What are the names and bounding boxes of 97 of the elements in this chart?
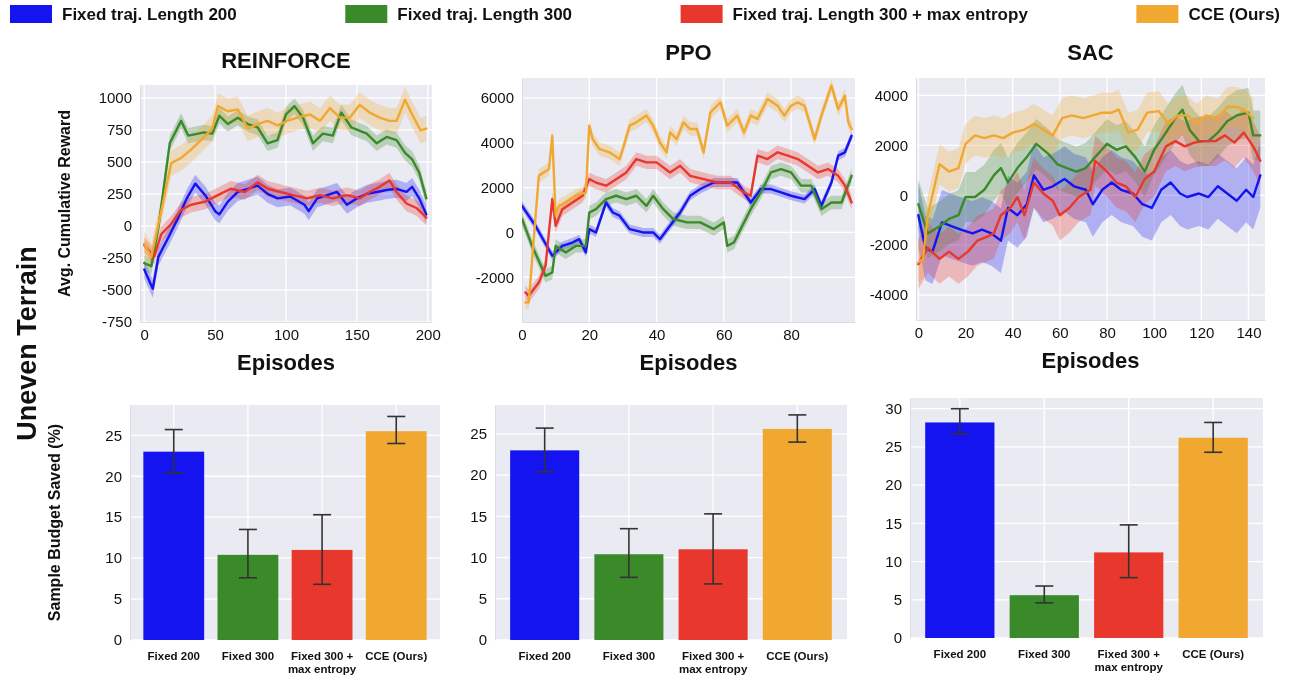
x-axis-title: Episodes <box>237 350 335 375</box>
y-tick-label: 0 <box>113 631 122 649</box>
x-tick-label: 100 <box>1142 323 1168 341</box>
x-tick-label: 100 <box>273 325 300 343</box>
legend-label: CCE (Ours) <box>1188 5 1280 24</box>
line-series <box>143 179 428 258</box>
bar <box>217 554 279 640</box>
x-tick-label: 40 <box>648 325 666 343</box>
y-tick-label: 5 <box>893 591 902 609</box>
line-series <box>917 131 1262 266</box>
bar <box>1009 595 1079 638</box>
y-tick-label: -4000 <box>869 286 908 304</box>
x-tick-label: 20 <box>581 325 599 343</box>
bar <box>510 450 580 640</box>
x-tick-label: Fixed 200 <box>933 648 987 660</box>
legend-label: Fixed traj. Length 300 + max entropy <box>732 5 1029 24</box>
x-tick-label: 120 <box>1189 323 1215 341</box>
line-series <box>917 174 1262 253</box>
y-tick-label: 5 <box>113 590 122 608</box>
y-tick-label: 10 <box>470 548 487 566</box>
line-series <box>917 108 1262 235</box>
chart-title: SAC <box>1067 40 1114 65</box>
x-tick-label: 50 <box>207 325 224 343</box>
y-tick-label: 0 <box>505 223 514 241</box>
x-tick-label: Fixed 300 <box>221 650 275 662</box>
y-tick-label: 0 <box>123 217 132 235</box>
x-tick-label: 0 <box>140 325 149 343</box>
x-tick-label: 60 <box>715 325 733 343</box>
x-tick-label: 20 <box>957 323 975 341</box>
x-tick-label: Fixed 300 + max entropy <box>1094 648 1164 674</box>
y-tick-label: 750 <box>106 121 132 139</box>
y-tick-label: 20 <box>105 467 122 485</box>
x-tick-label: 80 <box>783 325 800 343</box>
y-tick-label: 25 <box>885 438 902 456</box>
x-axis-title: Episodes <box>639 350 738 375</box>
chart-title: PPO <box>665 40 712 65</box>
y-tick-label: 1000 <box>98 89 132 107</box>
y-tick-label: 0 <box>893 629 902 647</box>
x-tick-label: Fixed 300 + max entropy <box>678 650 748 676</box>
y-tick-label: 0 <box>899 186 908 204</box>
bar <box>925 422 995 638</box>
x-tick-label: 150 <box>344 325 370 343</box>
legend-label: Fixed traj. Length 300 <box>397 5 573 24</box>
x-tick-label: CCE (Ours) <box>766 650 829 662</box>
x-tick-label: 140 <box>1236 323 1262 341</box>
bar <box>594 554 664 640</box>
x-tick-label: CCE (Ours) <box>1182 648 1245 660</box>
y-axis-title: Sample Budget Saved (%) <box>46 423 63 622</box>
y-tick-label: -500 <box>101 281 132 299</box>
y-tick-label: 30 <box>885 400 902 417</box>
y-tick-label: 4000 <box>480 134 514 152</box>
bar <box>762 428 832 640</box>
bar <box>291 549 353 640</box>
y-axis-title: Avg. Cumulative Reward <box>56 109 73 298</box>
x-axis-title: Episodes <box>1041 348 1140 373</box>
text: Uneven Terrain <box>12 246 42 441</box>
y-tick-label: -2000 <box>869 236 908 254</box>
y-tick-label: 20 <box>470 466 487 484</box>
chart-title: REINFORCE <box>221 48 351 73</box>
bar <box>365 431 427 640</box>
y-tick-label: 25 <box>470 425 487 443</box>
y-tick-label: 4000 <box>874 86 908 104</box>
y-tick-label: 25 <box>105 426 122 444</box>
bar <box>143 451 205 640</box>
y-tick-label: 2000 <box>480 178 514 196</box>
y-tick-label: -2000 <box>475 268 514 286</box>
bar <box>678 549 748 640</box>
y-tick-label: 5 <box>478 590 487 608</box>
y-tick-label: -750 <box>101 313 132 331</box>
x-tick-label: 0 <box>518 325 527 343</box>
x-tick-label: Fixed 200 <box>147 650 200 662</box>
y-tick-label: 250 <box>106 185 132 203</box>
y-tick-label: 10 <box>885 552 902 570</box>
x-tick-label: 80 <box>1099 323 1116 341</box>
y-tick-label: 6000 <box>480 89 514 107</box>
y-tick-label: 20 <box>885 476 902 494</box>
x-tick-label: Fixed 200 <box>518 650 571 662</box>
x-tick-label: 0 <box>914 323 924 341</box>
x-tick-label: 200 <box>415 325 441 343</box>
y-tick-label: 500 <box>106 153 132 171</box>
x-tick-label: 40 <box>1004 323 1022 341</box>
x-tick-label: Fixed 300 + max entropy <box>287 650 357 676</box>
x-tick-label: 60 <box>1052 323 1069 341</box>
y-tick-label: 15 <box>470 507 487 525</box>
bar <box>1094 552 1164 638</box>
y-tick-label: 10 <box>105 549 122 567</box>
x-tick-label: Fixed 300 <box>1018 648 1071 660</box>
x-tick-label: CCE (Ours) <box>365 650 428 662</box>
y-tick-label: -250 <box>101 249 132 267</box>
y-tick-label: 15 <box>885 514 902 532</box>
y-tick-label: 2000 <box>874 136 908 154</box>
y-tick-label: 0 <box>478 631 487 649</box>
x-tick-label: Fixed 300 <box>602 650 656 662</box>
y-tick-label: 15 <box>105 508 122 526</box>
line-series <box>917 105 1255 264</box>
bar <box>1178 437 1248 638</box>
legend-label: Fixed traj. Length 200 <box>62 5 237 24</box>
